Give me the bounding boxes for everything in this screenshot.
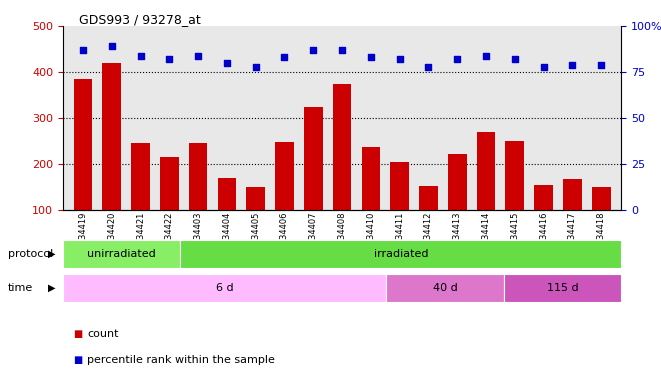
Point: [221, 60, 232, 66]
Bar: [592, 187, 611, 210]
Text: GDS993 / 93278_at: GDS993 / 93278_at: [79, 13, 201, 26]
Bar: [332, 84, 352, 210]
Point: [164, 56, 175, 62]
Point: [395, 56, 405, 62]
Text: 6 d: 6 d: [215, 283, 233, 293]
Bar: [63, 240, 180, 268]
Text: ▶: ▶: [48, 249, 55, 259]
Bar: [477, 132, 495, 210]
Bar: [102, 63, 121, 210]
Text: time: time: [8, 283, 33, 293]
Text: ■: ■: [73, 329, 82, 339]
Text: protocol: protocol: [8, 249, 53, 259]
Bar: [63, 274, 386, 302]
Bar: [504, 274, 621, 302]
Point: [510, 56, 520, 62]
Bar: [448, 154, 467, 210]
Bar: [275, 142, 294, 210]
Point: [481, 53, 491, 58]
Text: 115 d: 115 d: [547, 283, 578, 293]
Bar: [534, 185, 553, 210]
Point: [193, 53, 204, 58]
Point: [279, 54, 290, 60]
Text: ■: ■: [73, 355, 82, 365]
Text: irradiated: irradiated: [373, 249, 428, 259]
Bar: [563, 179, 582, 210]
Bar: [362, 147, 380, 210]
Point: [538, 64, 549, 70]
Text: unirradiated: unirradiated: [87, 249, 156, 259]
Bar: [386, 274, 504, 302]
Point: [567, 62, 578, 68]
Point: [136, 53, 146, 58]
Point: [452, 56, 463, 62]
Text: percentile rank within the sample: percentile rank within the sample: [87, 355, 275, 365]
Bar: [217, 178, 236, 210]
Point: [423, 64, 434, 70]
Bar: [160, 157, 178, 210]
Bar: [506, 141, 524, 210]
Bar: [180, 240, 621, 268]
Point: [308, 47, 319, 53]
Point: [596, 62, 607, 68]
Point: [77, 47, 88, 53]
Bar: [390, 162, 409, 210]
Point: [106, 44, 117, 50]
Text: ▶: ▶: [48, 283, 55, 293]
Bar: [131, 143, 150, 210]
Bar: [73, 79, 93, 210]
Bar: [189, 143, 208, 210]
Bar: [247, 187, 265, 210]
Point: [366, 54, 376, 60]
Point: [251, 64, 261, 70]
Bar: [419, 186, 438, 210]
Bar: [304, 106, 323, 210]
Text: 40 d: 40 d: [432, 283, 457, 293]
Point: [337, 47, 348, 53]
Text: count: count: [87, 329, 119, 339]
